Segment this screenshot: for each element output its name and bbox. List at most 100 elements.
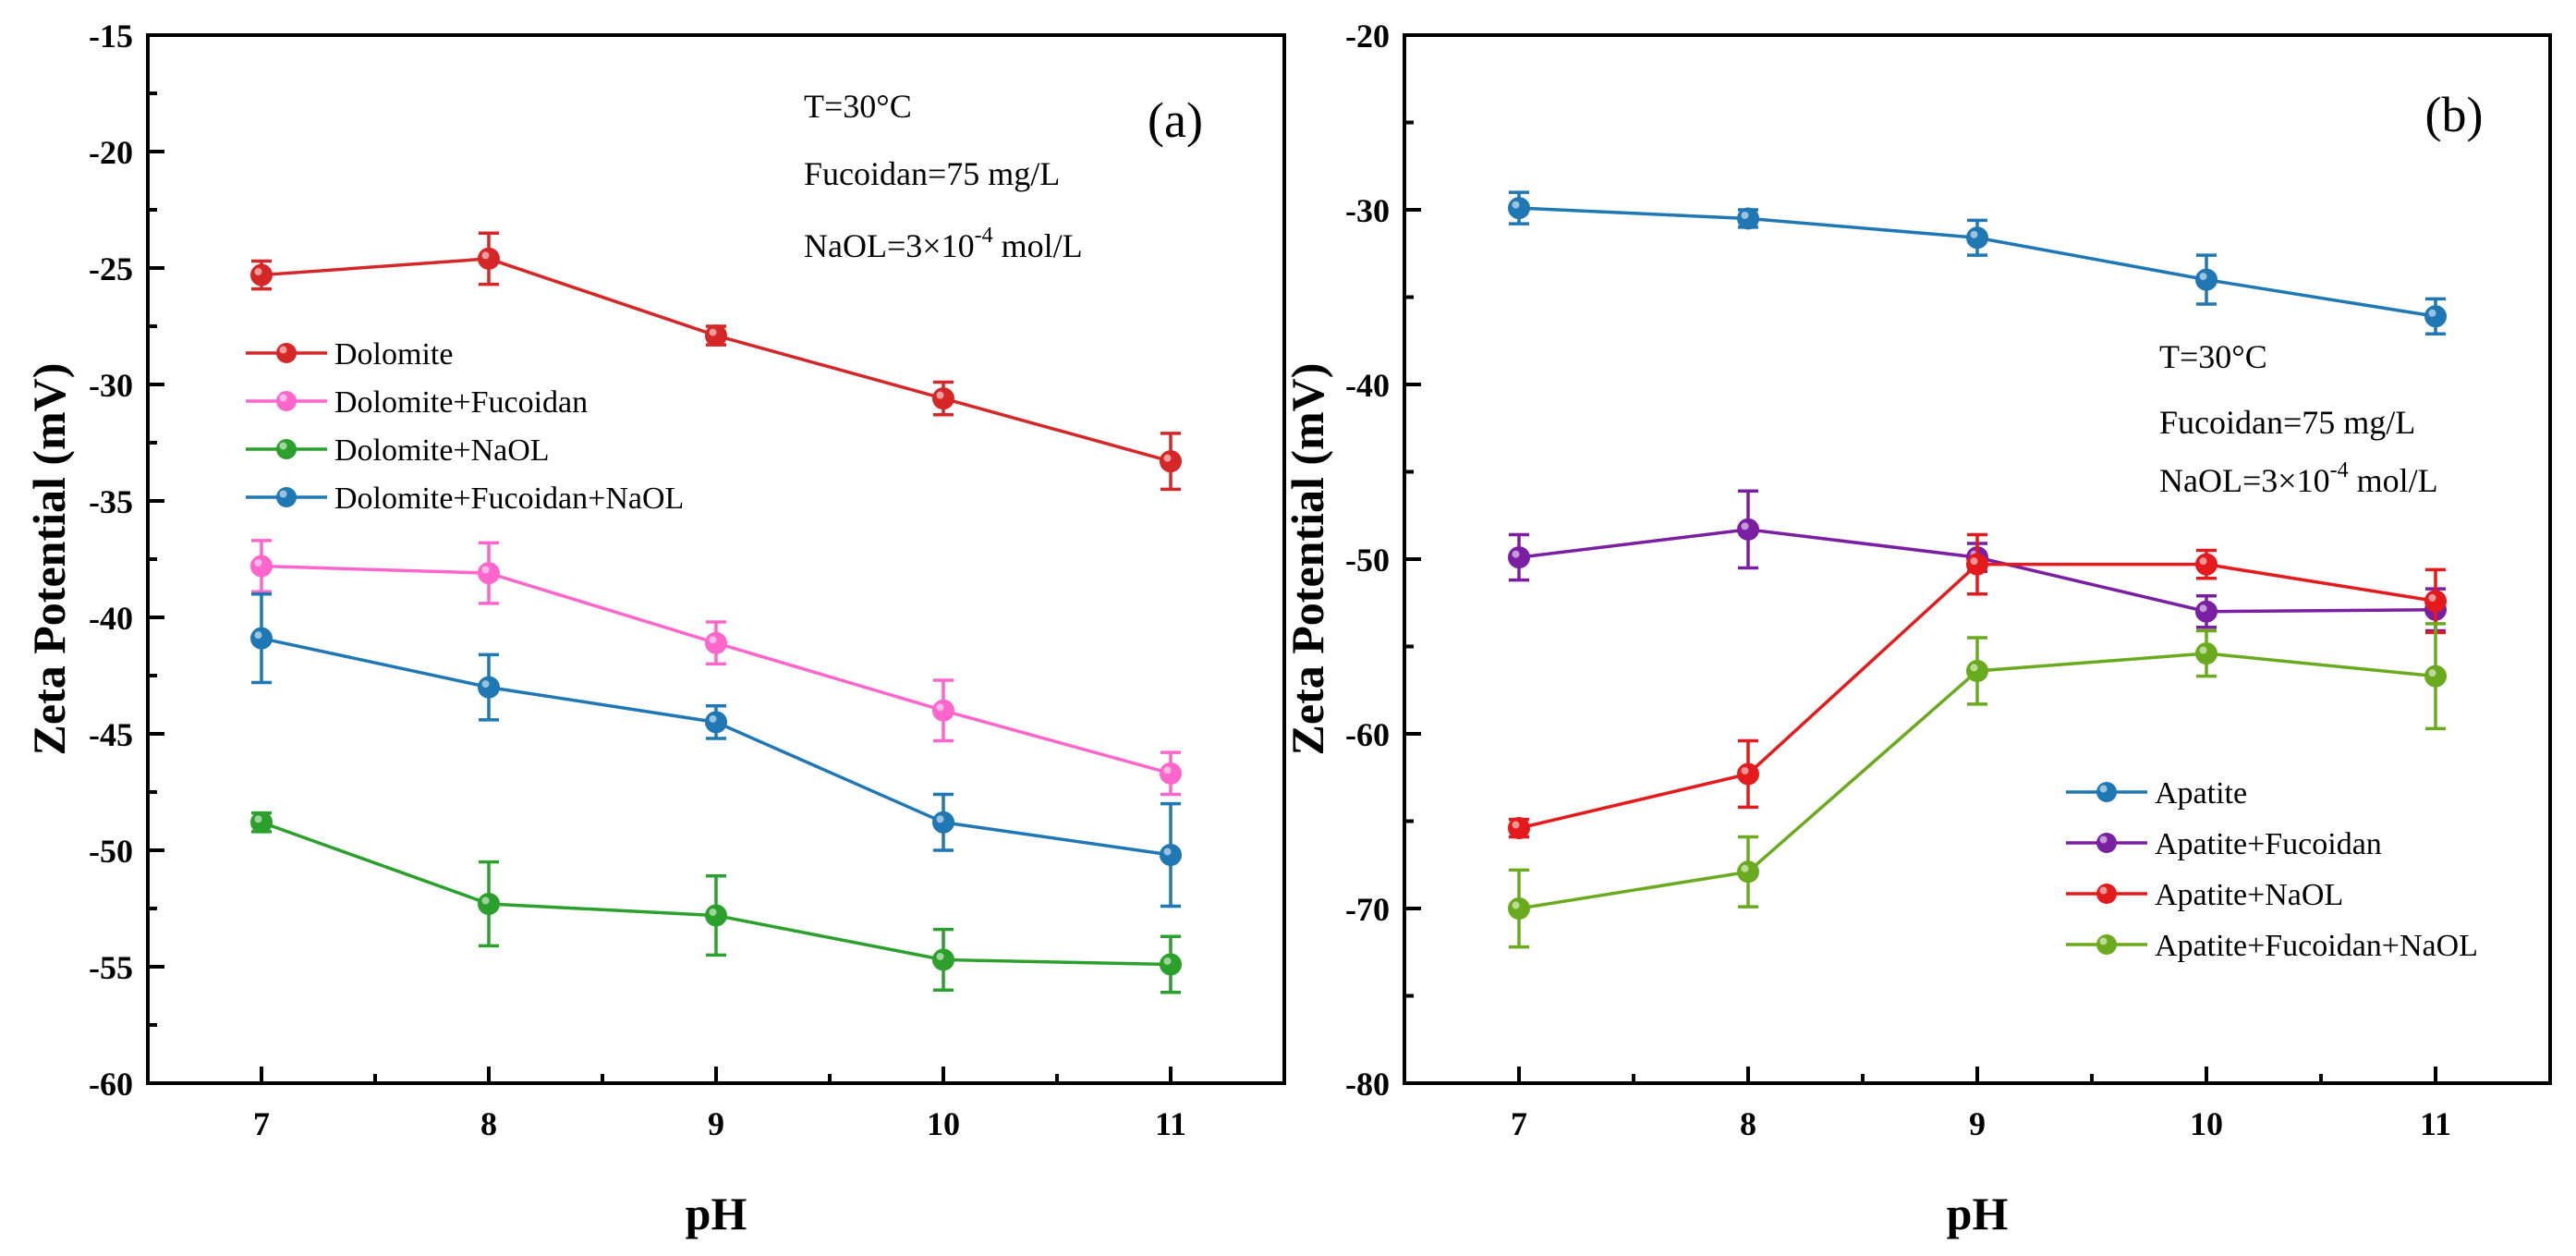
legend-marker (276, 439, 297, 459)
data-point (1737, 207, 1759, 230)
x-tick-label: 7 (1511, 1105, 1527, 1142)
data-point (1737, 860, 1759, 884)
y-tick-label: -55 (89, 949, 133, 986)
data-point-highlight (1163, 957, 1172, 965)
data-point-highlight (254, 631, 262, 640)
data-point (2195, 268, 2218, 291)
annotation-fucoidan: Fucoidan=75 mg/L (804, 155, 1060, 192)
y-tick-label: -50 (89, 833, 133, 870)
panel-label: (b) (2425, 87, 2484, 142)
data-point (705, 324, 727, 348)
data-point (2424, 305, 2447, 328)
annotation-temperature: T=30°C (804, 88, 912, 125)
y-tick-label: -35 (89, 483, 133, 520)
legend-label: Apatite+Fucoidan (2155, 827, 2382, 861)
y-tick-label: -15 (89, 18, 133, 55)
data-point (2424, 665, 2447, 688)
data-point (705, 904, 727, 927)
data-point-highlight (1512, 201, 1520, 209)
legend-label: Dolomite+NaOL (334, 433, 550, 468)
legend-label: Apatite (2155, 776, 2247, 811)
data-point (1966, 553, 1988, 576)
legend-label: Dolomite (334, 337, 453, 372)
data-point-highlight (481, 680, 490, 689)
annotation-naol-exponent: -4 (975, 224, 993, 248)
data-point-highlight (2199, 604, 2207, 613)
data-point (478, 676, 500, 699)
data-point-highlight (2428, 669, 2436, 677)
legend-marker (2096, 884, 2117, 904)
annotation-naol-unit: mol/L (2349, 462, 2438, 499)
data-point (2195, 553, 2218, 576)
data-point (1160, 450, 1182, 473)
data-point (2195, 600, 2218, 623)
y-tick-label: -25 (89, 250, 133, 287)
x-tick-label: 9 (1969, 1105, 1986, 1142)
series-line (261, 636, 1172, 857)
data-point-highlight (254, 559, 262, 567)
series-apatite-fucoidan-naol (1508, 622, 2447, 949)
data-point (932, 387, 954, 410)
data-point-highlight (709, 714, 717, 723)
data-point (932, 948, 954, 971)
data-point (1160, 953, 1182, 976)
data-point (1737, 518, 1759, 541)
annotation-naol: NaOL=3×10-4 mol/L (2159, 458, 2438, 499)
y-axis-title: Zeta Potential (mV) (23, 363, 75, 756)
y-tick-label: -40 (1345, 367, 1390, 404)
x-tick-label: 11 (1155, 1105, 1186, 1142)
x-tick-label: 9 (708, 1105, 724, 1142)
data-point-highlight (936, 703, 944, 712)
data-point-highlight (254, 268, 262, 276)
annotation-temperature: T=30°C (2159, 338, 2267, 375)
data-point-highlight (481, 566, 490, 574)
data-point (250, 555, 273, 578)
data-point-highlight (1512, 821, 1520, 829)
legend-marker (2096, 782, 2117, 802)
data-point (250, 627, 273, 650)
legend-marker-highlight (2099, 835, 2108, 844)
data-point-highlight (2428, 309, 2436, 317)
x-axis-title: pH (686, 1188, 747, 1239)
data-point-highlight (1741, 211, 1749, 219)
data-point-highlight (1741, 766, 1749, 774)
y-axis-title: Zeta Potential (mV) (1282, 363, 1333, 756)
series-dolomite-fucoidan-naol (250, 592, 1182, 908)
data-point-highlight (709, 636, 717, 644)
data-point-highlight (481, 896, 490, 905)
x-tick-label: 8 (1740, 1105, 1756, 1142)
data-point-highlight (936, 952, 944, 960)
series-apatite-naol (1508, 532, 2447, 840)
panel-label: (a) (1148, 92, 1203, 148)
data-point (478, 562, 500, 585)
data-point (1508, 197, 1530, 220)
x-tick-label: 7 (253, 1105, 270, 1142)
x-tick-label: 10 (2190, 1105, 2223, 1142)
data-point (478, 247, 500, 270)
y-tick-label: -30 (89, 367, 133, 404)
data-point-highlight (936, 815, 944, 823)
data-point-highlight (2199, 273, 2207, 281)
legend-marker-highlight (2099, 785, 2108, 793)
legend-marker-highlight (2099, 937, 2108, 945)
legend-label: Dolomite+Fucoidan (334, 385, 588, 420)
y-tick-label: -20 (1345, 18, 1390, 55)
data-point-highlight (1512, 901, 1520, 909)
legend-marker-highlight (279, 490, 287, 498)
legend-marker-highlight (279, 394, 287, 402)
data-point (1508, 897, 1530, 920)
y-tick-label: -45 (89, 716, 133, 753)
data-point-highlight (936, 391, 944, 399)
legend-marker-highlight (279, 442, 287, 450)
x-tick-label: 11 (2420, 1105, 2451, 1142)
data-point (1737, 762, 1759, 786)
legend-label: Dolomite+Fucoidan+NaOL (334, 482, 684, 516)
data-point (2424, 590, 2447, 613)
data-point-highlight (1163, 766, 1172, 774)
y-tick-label: -30 (1345, 192, 1390, 229)
data-point-highlight (1970, 664, 1978, 672)
data-point (705, 711, 727, 734)
y-tick-label: -20 (89, 134, 133, 171)
annotation-fucoidan: Fucoidan=75 mg/L (2159, 404, 2415, 441)
legend-marker-highlight (279, 346, 287, 354)
